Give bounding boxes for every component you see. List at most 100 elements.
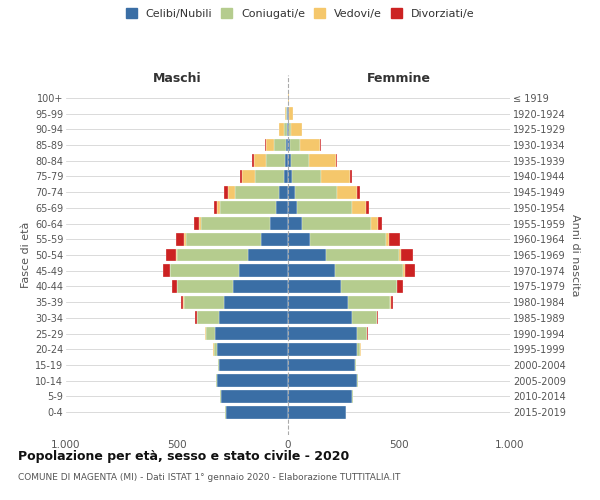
Bar xyxy=(220,390,221,403)
Bar xyxy=(248,248,288,262)
Bar xyxy=(253,154,254,167)
Bar xyxy=(292,154,309,167)
Bar xyxy=(242,170,254,183)
Bar xyxy=(254,154,266,167)
Bar xyxy=(214,202,217,214)
Bar xyxy=(177,248,248,262)
Bar xyxy=(357,343,360,356)
Bar xyxy=(194,217,199,230)
Bar xyxy=(286,138,288,151)
Bar xyxy=(239,264,288,277)
Bar xyxy=(262,233,288,245)
Bar xyxy=(176,233,184,245)
Text: Femmine: Femmine xyxy=(367,72,431,85)
Bar xyxy=(378,217,382,230)
Bar xyxy=(288,264,335,277)
Bar xyxy=(352,390,353,403)
Bar xyxy=(288,327,357,340)
Bar xyxy=(220,202,276,214)
Bar xyxy=(391,296,393,308)
Y-axis label: Anni di nascita: Anni di nascita xyxy=(569,214,580,296)
Bar xyxy=(288,107,289,120)
Bar xyxy=(322,170,350,183)
Bar xyxy=(386,233,389,245)
Bar xyxy=(266,138,274,151)
Bar xyxy=(352,312,377,324)
Bar xyxy=(284,170,288,183)
Bar xyxy=(228,186,235,198)
Bar xyxy=(337,186,357,198)
Bar xyxy=(170,264,239,277)
Bar xyxy=(357,374,358,387)
Bar xyxy=(335,264,403,277)
Bar xyxy=(226,406,288,418)
Bar xyxy=(404,264,415,277)
Bar xyxy=(288,280,341,293)
Bar xyxy=(288,406,346,418)
Bar xyxy=(289,123,292,136)
Bar xyxy=(288,358,355,372)
Bar xyxy=(197,312,219,324)
Bar xyxy=(219,312,288,324)
Bar xyxy=(350,170,352,183)
Bar xyxy=(286,107,287,120)
Bar xyxy=(289,107,293,120)
Bar xyxy=(288,343,357,356)
Bar xyxy=(217,343,288,356)
Bar xyxy=(202,217,270,230)
Bar xyxy=(367,327,368,340)
Bar xyxy=(288,123,289,136)
Bar xyxy=(181,296,183,308)
Bar xyxy=(288,186,295,198)
Bar xyxy=(266,154,284,167)
Bar xyxy=(300,138,320,151)
Bar xyxy=(233,280,288,293)
Bar xyxy=(214,343,217,356)
Bar xyxy=(355,358,356,372)
Bar xyxy=(288,312,352,324)
Bar xyxy=(177,280,233,293)
Bar xyxy=(217,374,288,387)
Bar xyxy=(288,202,297,214)
Bar xyxy=(352,202,366,214)
Bar xyxy=(184,233,186,245)
Bar xyxy=(163,264,170,277)
Bar xyxy=(216,374,217,387)
Bar xyxy=(172,280,176,293)
Bar xyxy=(288,138,290,151)
Bar xyxy=(310,233,386,245)
Bar xyxy=(184,296,224,308)
Bar xyxy=(288,296,348,308)
Bar xyxy=(295,186,337,198)
Legend: Celibi/Nubili, Coniugati/e, Vedovi/e, Divorziati/e: Celibi/Nubili, Coniugati/e, Vedovi/e, Di… xyxy=(125,8,475,19)
Bar xyxy=(176,248,177,262)
Bar xyxy=(309,154,336,167)
Bar xyxy=(284,154,288,167)
Bar xyxy=(166,248,176,262)
Bar xyxy=(357,186,360,198)
Bar xyxy=(399,248,401,262)
Y-axis label: Fasce di età: Fasce di età xyxy=(20,222,31,288)
Bar xyxy=(357,327,367,340)
Bar xyxy=(326,248,399,262)
Bar xyxy=(377,312,379,324)
Bar xyxy=(240,170,242,183)
Bar xyxy=(341,280,397,293)
Bar xyxy=(320,138,321,151)
Bar xyxy=(254,170,284,183)
Bar xyxy=(199,217,202,230)
Bar xyxy=(290,138,300,151)
Bar xyxy=(219,358,288,372)
Bar xyxy=(186,233,262,245)
Bar xyxy=(288,248,326,262)
Bar xyxy=(196,312,197,324)
Bar xyxy=(218,358,219,372)
Bar xyxy=(206,327,215,340)
Bar xyxy=(288,233,310,245)
Bar xyxy=(288,170,292,183)
Bar xyxy=(371,217,378,230)
Bar xyxy=(297,202,352,214)
Bar xyxy=(292,123,302,136)
Bar xyxy=(224,186,228,198)
Bar xyxy=(285,107,286,120)
